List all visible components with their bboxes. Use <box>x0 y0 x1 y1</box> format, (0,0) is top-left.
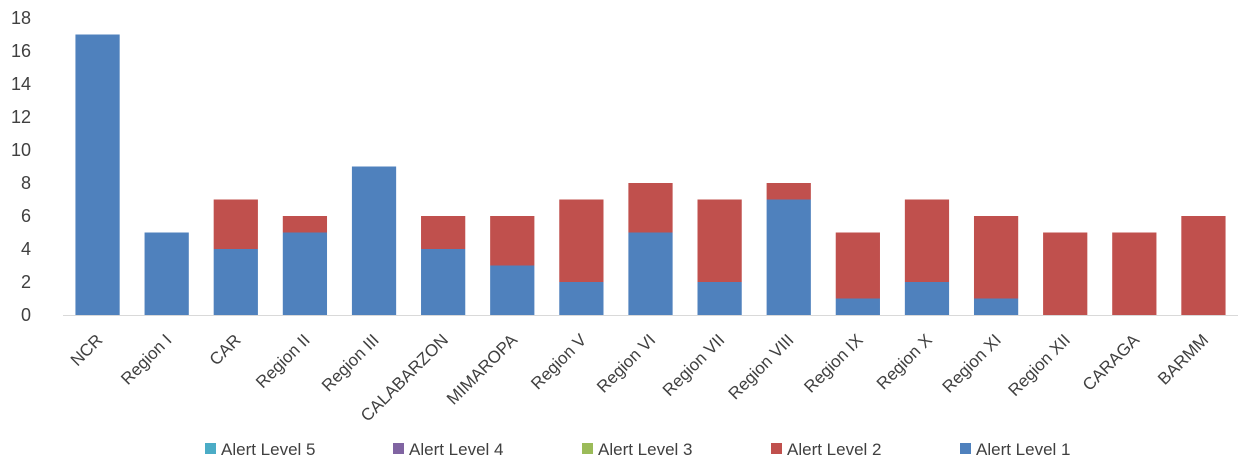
y-tick-label: 0 <box>21 305 31 325</box>
bar-segment <box>282 216 328 233</box>
bar-segment <box>835 232 880 299</box>
bar-segment <box>421 216 466 249</box>
y-tick-label: 16 <box>11 41 31 61</box>
x-category-label: CARAGA <box>1079 330 1144 395</box>
y-tick-label: 10 <box>11 140 31 160</box>
y-tick-label: 8 <box>21 173 31 193</box>
y-tick-label: 12 <box>11 107 31 127</box>
bar-segment <box>766 199 811 315</box>
bar-segment <box>421 249 466 315</box>
x-category-label: Region III <box>318 330 383 395</box>
legend: Alert Level 5 Alert Level 4 Alert Level 3 A… <box>205 440 1071 459</box>
y-tick-label: 18 <box>11 8 31 28</box>
bar-segment <box>213 199 258 249</box>
y-axis: 0 2 4 6 8 10 12 14 16 18 <box>11 8 31 325</box>
y-tick-label: 2 <box>21 272 31 292</box>
bar-segment <box>213 249 258 315</box>
y-tick-label: 6 <box>21 206 31 226</box>
bar-segment <box>697 282 742 315</box>
bar-segment <box>559 282 604 315</box>
legend-label: Alert Level 2 <box>787 440 882 459</box>
bars-group <box>75 34 1226 315</box>
x-category-label: Region V <box>527 330 590 393</box>
x-category-label: Region IX <box>800 330 866 396</box>
x-category-label: CAR <box>206 330 245 369</box>
legend-label: Alert Level 5 <box>221 440 316 459</box>
bar-segment <box>490 265 535 315</box>
bar-segment <box>973 298 1019 315</box>
bar-segment <box>835 298 880 315</box>
bar-segment <box>351 166 397 315</box>
legend-swatch <box>205 443 216 454</box>
legend-swatch <box>393 443 404 454</box>
x-category-label: MIMAROPA <box>443 330 521 408</box>
bar-segment <box>559 199 604 282</box>
legend-label: Alert Level 4 <box>409 440 504 459</box>
x-category-label: Region X <box>873 330 936 393</box>
x-category-label: Region VIII <box>725 330 798 403</box>
bar-segment <box>628 183 673 233</box>
bar-segment <box>144 232 189 315</box>
legend-swatch <box>771 443 782 454</box>
legend-label: Alert Level 1 <box>976 440 1071 459</box>
bar-segment <box>282 232 328 315</box>
bar-segment <box>490 216 535 266</box>
x-category-label: Region XI <box>939 330 1005 396</box>
legend-swatch <box>582 443 593 454</box>
y-tick-label: 14 <box>11 74 31 94</box>
bar-segment <box>1112 232 1157 315</box>
bar-segment <box>697 199 742 282</box>
bar-segment <box>904 282 950 315</box>
bar-segment <box>904 199 950 282</box>
bar-segment <box>75 34 120 315</box>
bar-segment <box>628 232 673 315</box>
x-category-label: Region VI <box>593 330 659 396</box>
bar-segment <box>973 216 1019 299</box>
x-category-label: Region II <box>252 330 314 392</box>
bar-segment <box>766 183 811 200</box>
bar-segment <box>1043 232 1088 315</box>
x-category-label: Region VII <box>659 330 729 400</box>
x-category-label: BARMM <box>1154 330 1212 388</box>
legend-label: Alert Level 3 <box>598 440 693 459</box>
y-tick-label: 4 <box>21 239 31 259</box>
x-axis: NCR Region I CAR Region II Region IIICALABAR… <box>63 315 1238 425</box>
bar-segment <box>1181 216 1226 315</box>
x-category-label: NCR <box>67 330 106 369</box>
x-category-label: Region XII <box>1004 330 1074 400</box>
x-category-label: Region I <box>117 330 175 388</box>
legend-swatch <box>960 443 971 454</box>
